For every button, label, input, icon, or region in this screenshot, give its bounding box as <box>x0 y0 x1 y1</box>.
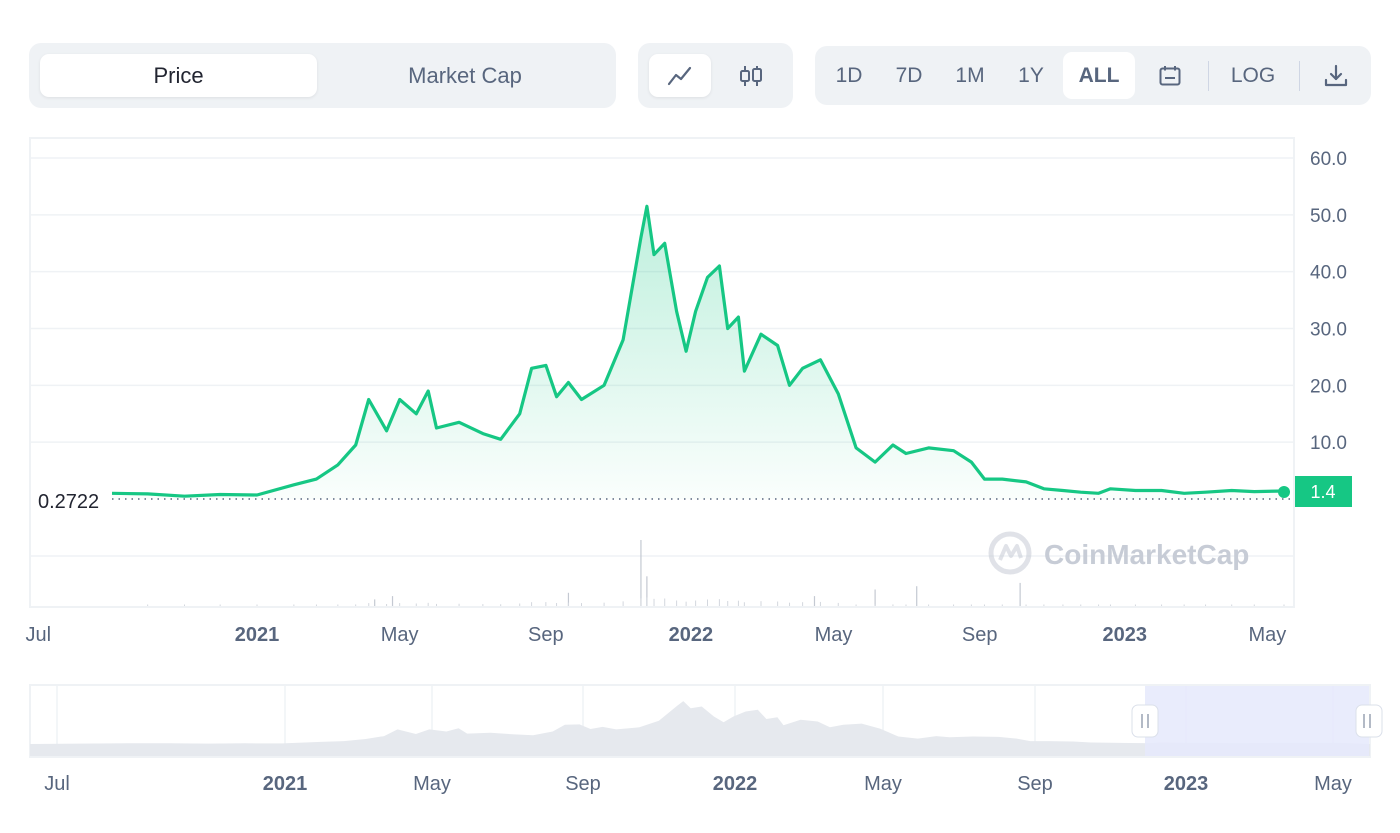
calendar-button[interactable] <box>1146 52 1194 99</box>
start-price-label: 0.2722 <box>38 491 99 513</box>
navigator-x-tick-label: May <box>413 773 451 795</box>
coinmarketcap-logo-icon <box>988 531 1032 575</box>
download-icon <box>1324 64 1348 86</box>
navigator-handle-right[interactable] <box>1355 704 1383 738</box>
y-tick-label: 60.0 <box>1310 149 1347 170</box>
y-tick-label: 20.0 <box>1310 376 1347 397</box>
navigator-x-tick-label: Jul <box>44 773 70 795</box>
range-1m-button[interactable]: 1M <box>955 64 985 87</box>
navigator-area <box>30 701 1370 756</box>
x-tick-label: May <box>815 624 853 646</box>
tab-price[interactable]: Price <box>40 54 317 97</box>
log-scale-button[interactable]: LOG <box>1230 64 1276 87</box>
y-tick-label: 10.0 <box>1310 433 1347 454</box>
current-price-label: 1.4 <box>1310 482 1335 502</box>
navigator-selection[interactable] <box>1145 686 1369 756</box>
candlestick-chart-button[interactable] <box>720 54 782 97</box>
download-button[interactable] <box>1312 52 1360 99</box>
drag-handle-icon <box>1141 714 1149 728</box>
time-range-selector: 1D 7D 1M 1Y ALL LOG <box>815 46 1371 105</box>
line-chart-button[interactable] <box>649 54 711 97</box>
y-tick-label: 30.0 <box>1310 320 1347 341</box>
tab-market-cap[interactable]: Market Cap <box>408 63 522 88</box>
navigator-x-tick-label: Sep <box>565 773 601 795</box>
range-all-button[interactable]: ALL <box>1063 52 1135 99</box>
price-area <box>112 206 1284 500</box>
navigator-x-tick-label: May <box>864 773 902 795</box>
x-tick-label: May <box>381 624 419 646</box>
navigator-x-tick-label: 2023 <box>1164 773 1209 795</box>
x-tick-label: May <box>1248 624 1286 646</box>
current-price-badge <box>1295 476 1352 507</box>
range-1y-button[interactable]: 1Y <box>1018 64 1044 87</box>
line-chart-icon <box>667 66 692 85</box>
drag-handle-icon <box>1363 714 1371 728</box>
x-tick-label: 2023 <box>1102 624 1147 646</box>
range-1d-button[interactable]: 1D <box>835 64 863 87</box>
x-tick-label: 2022 <box>669 624 714 646</box>
navigator-x-tick-label: Sep <box>1017 773 1053 795</box>
navigator-x-tick-label: May <box>1314 773 1352 795</box>
chart-type-toggle <box>638 43 793 108</box>
price-line <box>111 204 1285 498</box>
navigator-x-tick-label: 2022 <box>713 773 758 795</box>
x-tick-label: Jul <box>26 624 52 646</box>
calendar-icon <box>1159 65 1181 85</box>
plot-frame <box>29 137 1295 608</box>
y-tick-label: 40.0 <box>1310 263 1347 284</box>
current-price-dot <box>1278 486 1290 498</box>
divider <box>1208 61 1209 91</box>
divider <box>1299 61 1300 91</box>
x-tick-label: Sep <box>962 624 998 646</box>
x-tick-label: 2021 <box>235 624 280 646</box>
navigator-handle-left[interactable] <box>1131 704 1159 738</box>
y-tick-label: 50.0 <box>1310 206 1347 227</box>
price-marketcap-toggle: Price Market Cap <box>29 43 616 108</box>
watermark-text: CoinMarketCap <box>1044 539 1249 570</box>
navigator-x-tick-label: 2021 <box>263 773 308 795</box>
range-7d-button[interactable]: 7D <box>895 64 923 87</box>
navigator-frame <box>29 684 1371 758</box>
candlestick-icon <box>740 65 762 86</box>
x-tick-label: Sep <box>528 624 564 646</box>
